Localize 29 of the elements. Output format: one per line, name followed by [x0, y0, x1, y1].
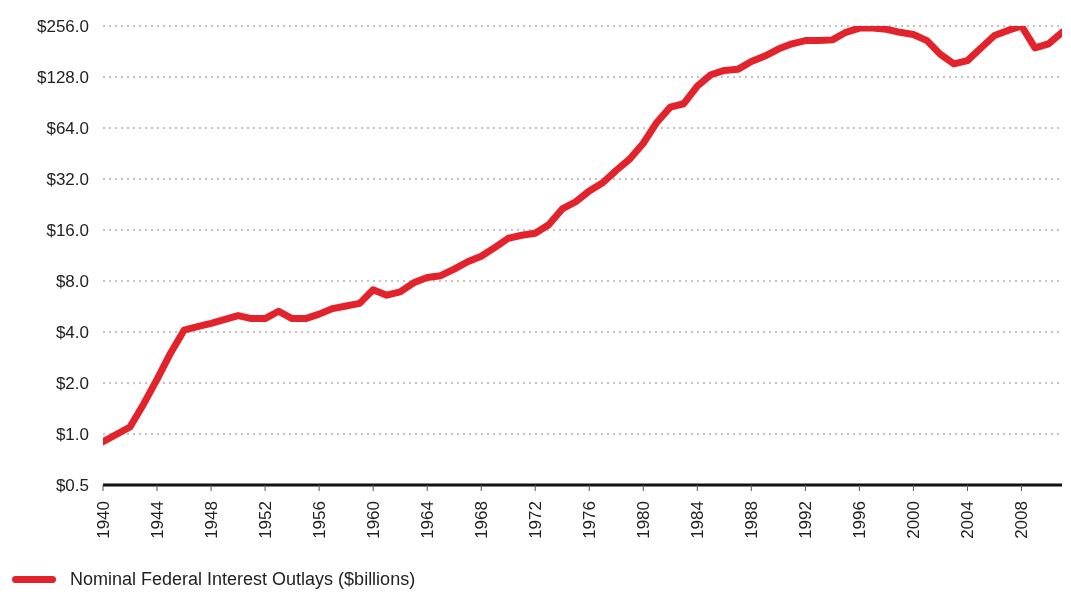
legend-label: Nominal Federal Interest Outlays ($billions)	[70, 569, 416, 590]
y-tick-label: $2.0	[55, 373, 89, 393]
x-tick-label: 1956	[309, 501, 329, 539]
x-tick-label: 1992	[795, 501, 815, 539]
x-tick-label: 1968	[471, 501, 491, 539]
x-tick-label: 1972	[525, 501, 545, 539]
x-tick-label: 1948	[201, 501, 221, 539]
x-tick-label: 1984	[687, 501, 707, 539]
x-tick-label: 1988	[741, 501, 761, 539]
y-tick-label: $256.0	[37, 16, 89, 36]
x-tick-label: 2004	[957, 501, 977, 539]
x-tick-label: 2000	[903, 501, 923, 539]
x-tick-label: 1940	[93, 501, 113, 539]
y-tick-label: $32.0	[46, 169, 89, 189]
x-tick-label: 1976	[579, 501, 599, 539]
y-tick-label: $64.0	[46, 118, 89, 138]
x-tick-label: 1952	[255, 501, 275, 539]
y-tick-label: $1.0	[55, 424, 89, 444]
x-tick-label: 1996	[849, 501, 869, 539]
y-tick-label: $16.0	[46, 220, 89, 240]
x-tick-label: 2008	[1011, 501, 1031, 539]
y-tick-label: $128.0	[37, 67, 89, 87]
x-tick-label: 1944	[147, 501, 167, 539]
y-tick-label: $4.0	[55, 322, 89, 342]
y-tick-label: $0.5	[55, 475, 89, 495]
x-tick-label: 1960	[363, 501, 383, 539]
y-tick-label: $8.0	[55, 271, 89, 291]
x-tick-label: 1964	[417, 501, 437, 539]
x-tick-label: 1980	[633, 501, 653, 539]
